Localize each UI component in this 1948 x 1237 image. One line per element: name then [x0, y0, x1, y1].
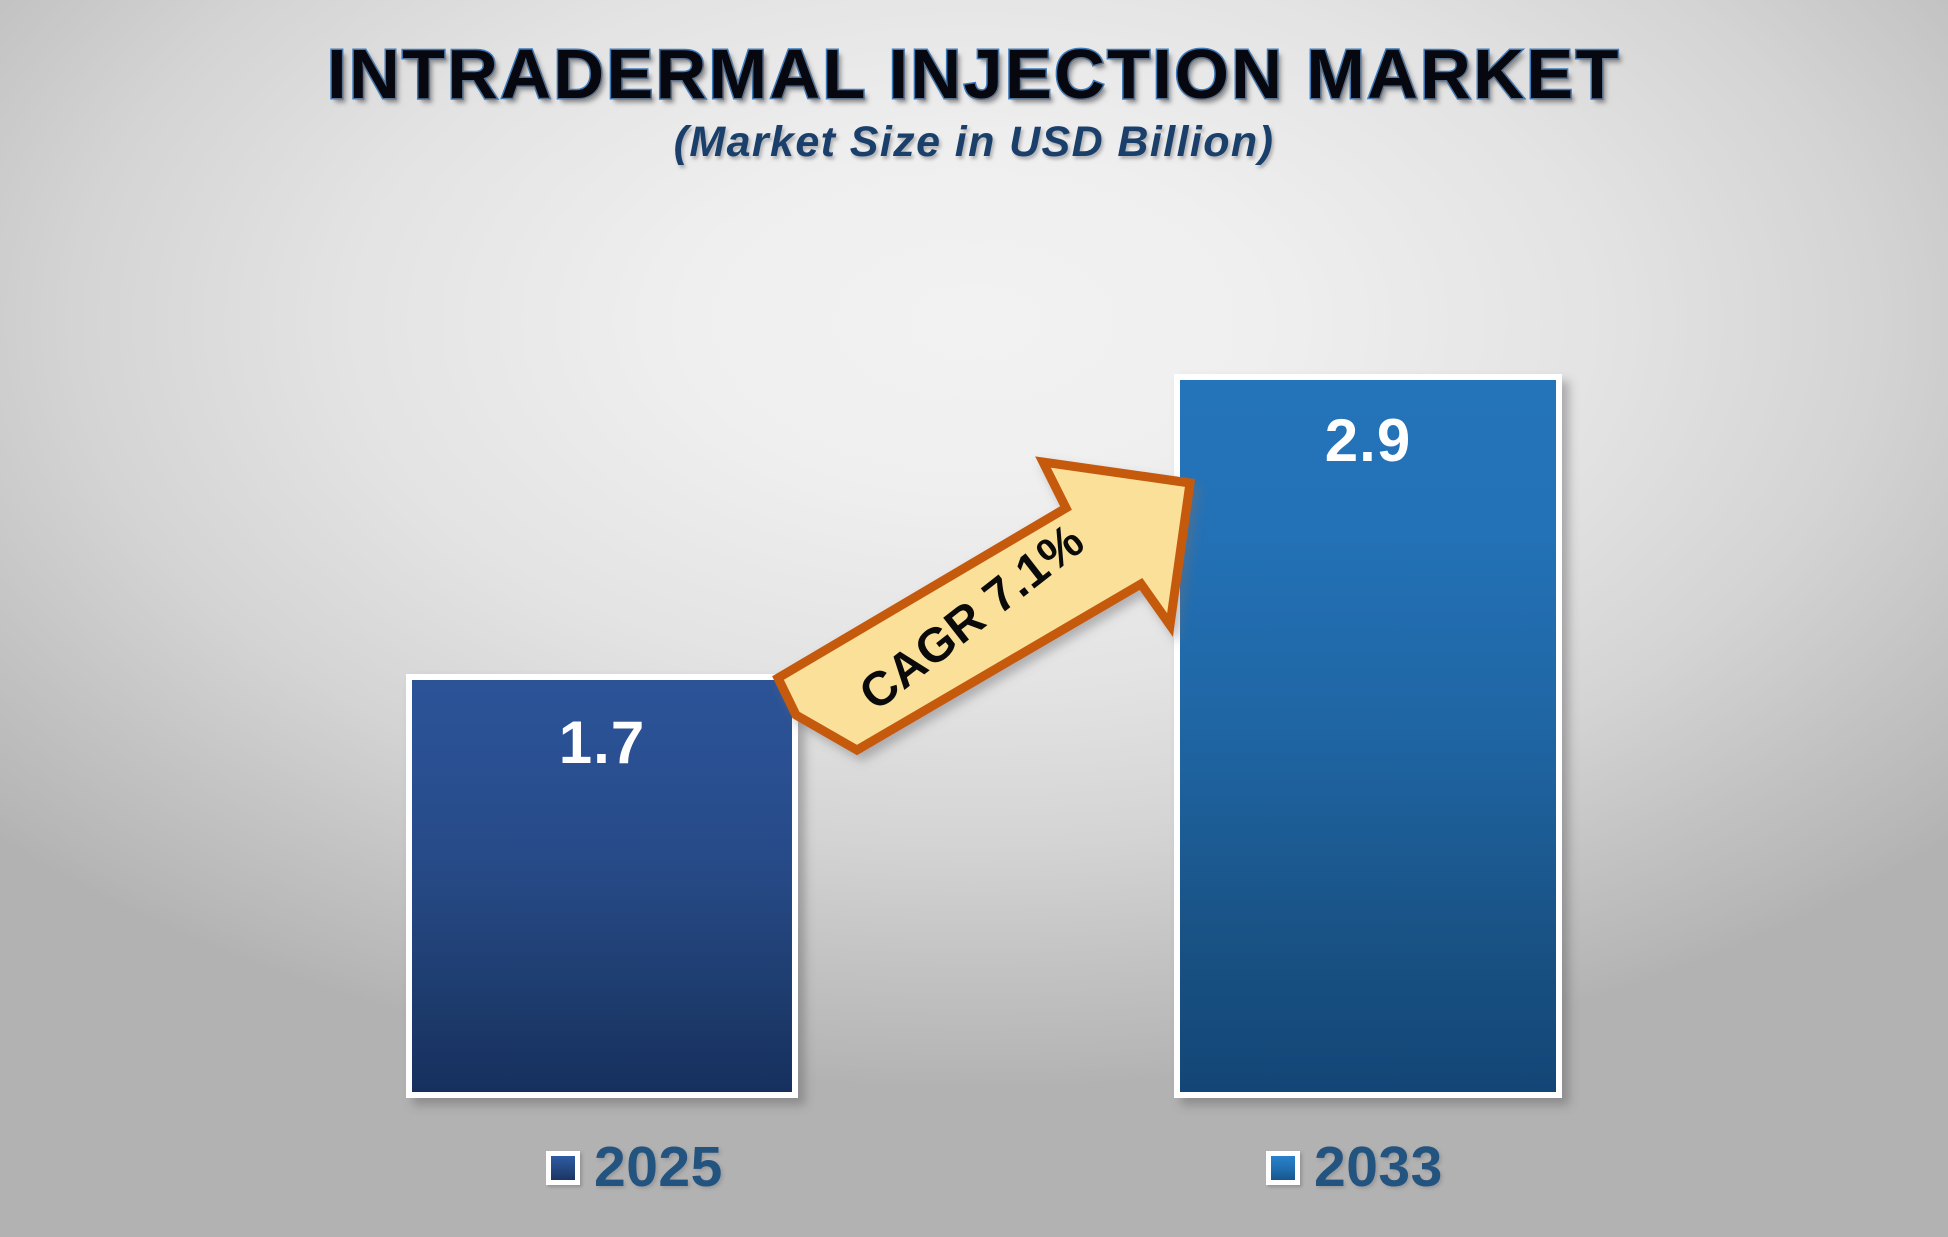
cagr-label-wrapper: CAGR 7.1% [770, 450, 1220, 780]
bar-2033-fill [1180, 380, 1556, 1092]
cagr-text: CAGR 7.1% [849, 513, 1095, 722]
bar-2025: 1.7 [406, 674, 798, 1098]
legend-item-2025[interactable]: 2025 [546, 1139, 723, 1196]
legend-swatch-2033-icon [1266, 1150, 1300, 1185]
bar-2033: 2.9 [1174, 374, 1562, 1098]
chart-header: INTRADERMAL INJECTION MARKET (Market Siz… [0, 35, 1948, 167]
legend-swatch-2025-icon [546, 1150, 580, 1185]
bar-2033-value-label: 2.9 [1324, 407, 1412, 474]
legend-label-2025: 2025 [594, 1135, 723, 1199]
bar-2025-value-label: 1.7 [558, 709, 646, 776]
cagr-growth-arrow-icon [770, 450, 1220, 780]
legend-label-2033: 2033 [1314, 1135, 1443, 1199]
chart-title: INTRADERMAL INJECTION MARKET [326, 35, 1621, 113]
legend-item-2033[interactable]: 2033 [1266, 1139, 1443, 1196]
bar-2025-fill [412, 680, 792, 1092]
chart-subtitle: (Market Size in USD Billion) [673, 117, 1275, 166]
